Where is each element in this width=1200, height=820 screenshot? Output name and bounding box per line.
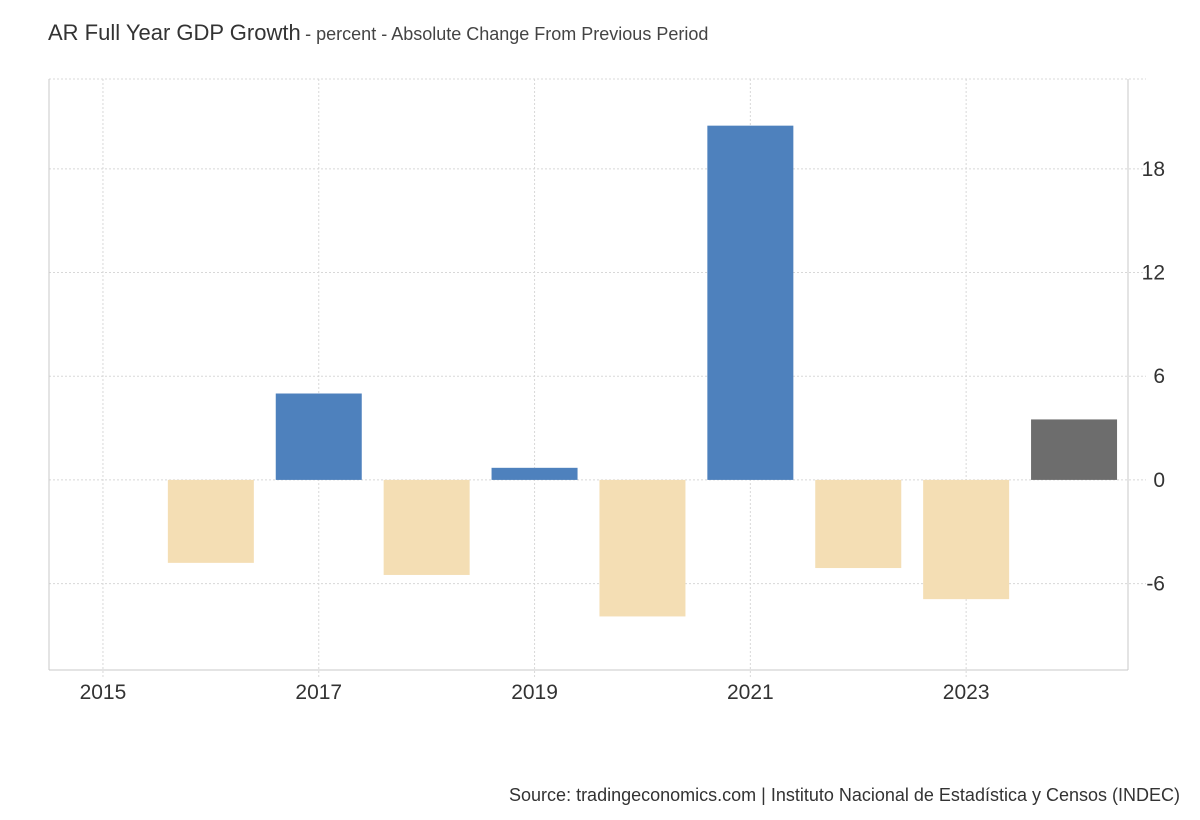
bar-2017: [275, 393, 362, 480]
bar-2018: [383, 479, 470, 575]
bar-2020: [599, 479, 686, 617]
grid-lines: [49, 78, 1146, 678]
bar-2019: [491, 467, 578, 480]
x-tick-label: 2015: [80, 681, 127, 704]
x-tick-label: 2017: [295, 681, 342, 704]
bar-2023: [923, 479, 1010, 600]
tick-labels: -6 0 6 12 18 2015 2017 2019 2021 2023: [80, 158, 1165, 704]
bars: [167, 125, 1118, 617]
x-tick-label: 2023: [943, 681, 990, 704]
bar-2016: [167, 479, 254, 563]
chart-title: AR Full Year GDP Growth: [48, 20, 301, 45]
y-tick-label: -6: [1146, 573, 1165, 596]
y-tick-label: 18: [1142, 158, 1165, 181]
chart-title-row: AR Full Year GDP Growth - percent - Abso…: [48, 20, 708, 46]
x-tick-label: 2021: [727, 681, 774, 704]
y-tick-label: 6: [1153, 365, 1165, 388]
x-tick-label: 2019: [511, 681, 558, 704]
axes: [48, 79, 1129, 671]
bar-2024: [1031, 419, 1118, 480]
y-tick-label: 12: [1142, 262, 1165, 285]
y-tick-label: 0: [1153, 469, 1165, 492]
chart-subtitle: - percent - Absolute Change From Previou…: [305, 24, 709, 44]
bar-2021: [707, 125, 794, 480]
bar-2022: [815, 479, 902, 569]
source-note: Source: tradingeconomics.com | Instituto…: [509, 785, 1180, 805]
